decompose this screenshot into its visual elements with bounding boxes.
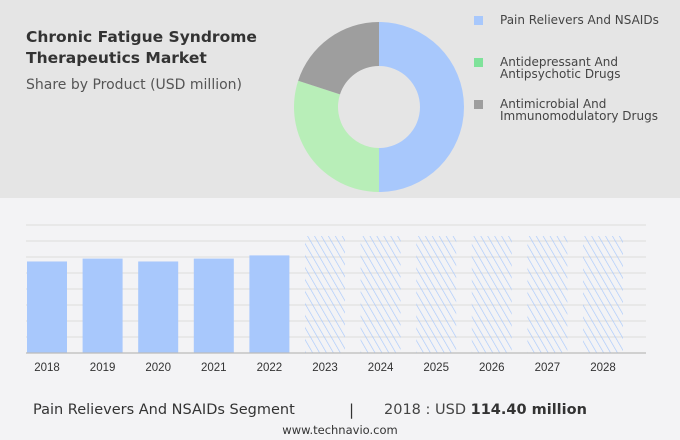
- x-tick-label: 2019: [90, 362, 116, 374]
- forecast-bar-2028: [583, 236, 623, 353]
- value-amount: 114.40 million: [470, 402, 587, 418]
- separator: |: [349, 401, 355, 419]
- bar-2022: [249, 255, 290, 353]
- legend-label: Antidepressant And Antipsychotic Drugs: [500, 55, 621, 81]
- bar-2021: [193, 258, 234, 353]
- donut-slice-0: [379, 22, 464, 192]
- x-tick-label: 2021: [201, 362, 227, 374]
- website-credit: www.technavio.com: [282, 423, 398, 437]
- bar-2019: [82, 258, 123, 353]
- legend-label: Antimicrobial And Immunomodulatory Drugs: [500, 97, 658, 123]
- legend-swatch: [474, 100, 483, 109]
- forecast-bar-2026: [471, 236, 512, 353]
- forecast-bar-2027: [527, 236, 568, 353]
- forecast-bar-2023: [305, 236, 345, 353]
- value-prefix: 2018 : USD: [384, 402, 466, 418]
- x-tick-label: 2027: [535, 362, 561, 374]
- donut-slice-2: [298, 22, 379, 95]
- x-tick-label: 2018: [34, 362, 60, 374]
- x-tick-label: 2026: [479, 362, 505, 374]
- x-tick-label: 2020: [145, 362, 171, 374]
- x-tick-label: 2024: [368, 362, 394, 374]
- bar-2020: [138, 261, 179, 353]
- x-tick-label: 2025: [423, 362, 449, 374]
- donut-chart: [294, 22, 464, 192]
- legend-label: Pain Relievers And NSAIDs: [500, 13, 659, 27]
- donut-slice-1: [294, 80, 379, 192]
- x-tick-label: 2028: [590, 362, 616, 374]
- segment-value: 2018 : USD 114.40 million: [384, 402, 587, 418]
- chart-subtitle: Share by Product (USD million): [26, 77, 243, 93]
- legend-swatch: [474, 58, 483, 67]
- bar-2018: [27, 261, 67, 353]
- forecast-bar-2024: [360, 236, 401, 353]
- bar-chart: 2018 2019 2020 2021 2022 2023 2024 2025 2026 2027…: [26, 224, 646, 374]
- x-tick-label: 2023: [312, 362, 338, 374]
- x-tick-label: 2022: [257, 362, 283, 374]
- segment-label: Pain Relievers And NSAIDs Segment: [33, 402, 295, 418]
- legend-swatch: [474, 16, 483, 25]
- chart-title: Chronic Fatigue Syndrome Therapeutics Ma…: [26, 28, 257, 67]
- forecast-bar-2025: [416, 236, 457, 353]
